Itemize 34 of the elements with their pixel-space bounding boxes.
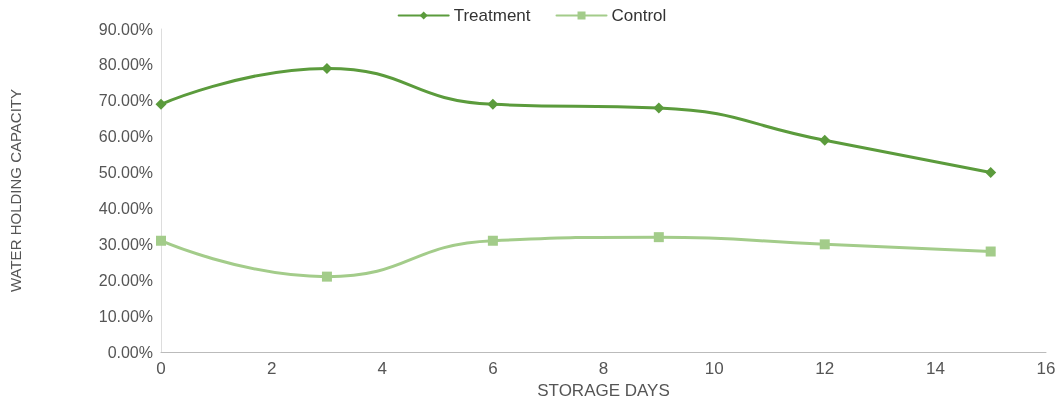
x-tick-label: 16 bbox=[1036, 359, 1056, 378]
point bbox=[155, 98, 167, 110]
x-tick-label: 0 bbox=[156, 359, 166, 378]
y-tick-label: 70.00% bbox=[98, 92, 153, 110]
y-axis-title: WATER HOLDING CAPACITY bbox=[7, 88, 24, 293]
point bbox=[156, 235, 166, 246]
y-tick-label: 90.00% bbox=[98, 20, 153, 38]
y-tick-label: 0.00% bbox=[107, 343, 153, 361]
x-tick-label: 10 bbox=[704, 359, 724, 378]
x-tick-label: 14 bbox=[925, 359, 945, 378]
legend-label: Treatment bbox=[453, 6, 531, 25]
y-tick-label: 60.00% bbox=[98, 128, 153, 146]
y-tick-label: 50.00% bbox=[98, 164, 153, 182]
x-tick-label: 12 bbox=[815, 359, 835, 378]
point bbox=[653, 232, 664, 243]
x-tick-label: 2 bbox=[266, 359, 277, 378]
x-tick-label: 8 bbox=[598, 359, 609, 378]
x-tick-label: 4 bbox=[377, 359, 387, 378]
point bbox=[985, 246, 996, 257]
point bbox=[819, 134, 831, 146]
point bbox=[487, 235, 498, 246]
y-tick-label: 80.00% bbox=[98, 56, 153, 74]
point bbox=[321, 271, 332, 282]
x-axis-title: STORAGE DAYS bbox=[537, 381, 670, 400]
point bbox=[985, 167, 997, 179]
y-tick-label: 30.00% bbox=[98, 235, 153, 253]
legend-label: Control bbox=[611, 6, 667, 25]
y-tick-label: 40.00% bbox=[98, 199, 153, 217]
x-tick-label: 6 bbox=[488, 359, 498, 378]
point bbox=[819, 239, 830, 250]
point bbox=[653, 102, 665, 114]
y-tick-label: 10.00% bbox=[98, 307, 153, 325]
y-tick-label: 20.00% bbox=[98, 271, 153, 289]
point bbox=[321, 62, 333, 74]
